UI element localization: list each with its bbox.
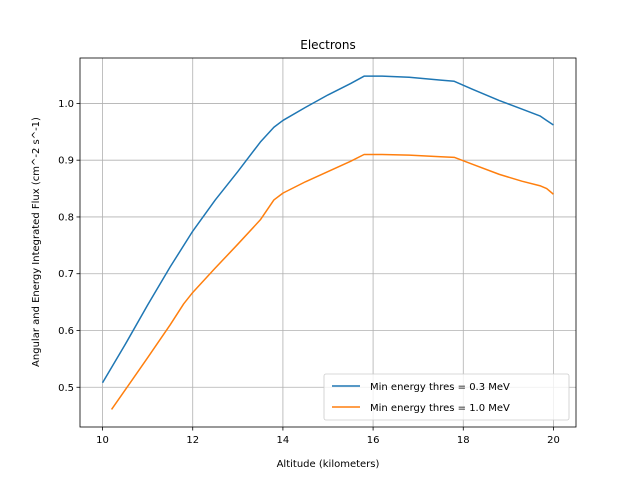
y-axis-title: Angular and Energy Integrated Flux (cm^-… — [31, 117, 42, 367]
legend-box — [323, 373, 570, 421]
legend-label-series-1: Min energy thres = 0.3 MeV — [370, 382, 510, 393]
x-tick-label: 12 — [186, 435, 199, 446]
y-tick-label: 0.6 — [58, 326, 74, 337]
x-tick-label: 14 — [277, 435, 290, 446]
y-tick-label: 0.5 — [58, 383, 74, 394]
y-tick-label: 0.9 — [58, 156, 74, 167]
x-axis-title: Altitude (kilometers) — [277, 459, 380, 470]
series-line-2 — [110, 153, 554, 410]
x-tick-label: 20 — [547, 435, 560, 446]
y-tick-label: 0.7 — [58, 269, 74, 280]
legend: Min energy thres = 0.3 MeV Min energy th… — [323, 373, 570, 421]
y-tick-label: 0.8 — [58, 212, 74, 223]
chart-title: Electrons — [300, 38, 355, 52]
y-tick-label: 1.0 — [58, 99, 74, 110]
x-tick-label: 18 — [457, 435, 470, 446]
plot-area-frame — [79, 57, 577, 428]
axis-ticks: 10 12 14 16 18 20 0.5 0.6 0.7 0.8 0.9 1.0 — [58, 99, 560, 446]
plot-lines — [101, 75, 554, 410]
series-line-1 — [101, 75, 554, 384]
legend-label-series-2: Min energy thres = 1.0 MeV — [370, 403, 510, 414]
x-tick-label: 10 — [96, 435, 109, 446]
grid — [80, 58, 576, 427]
x-tick-label: 16 — [367, 435, 380, 446]
